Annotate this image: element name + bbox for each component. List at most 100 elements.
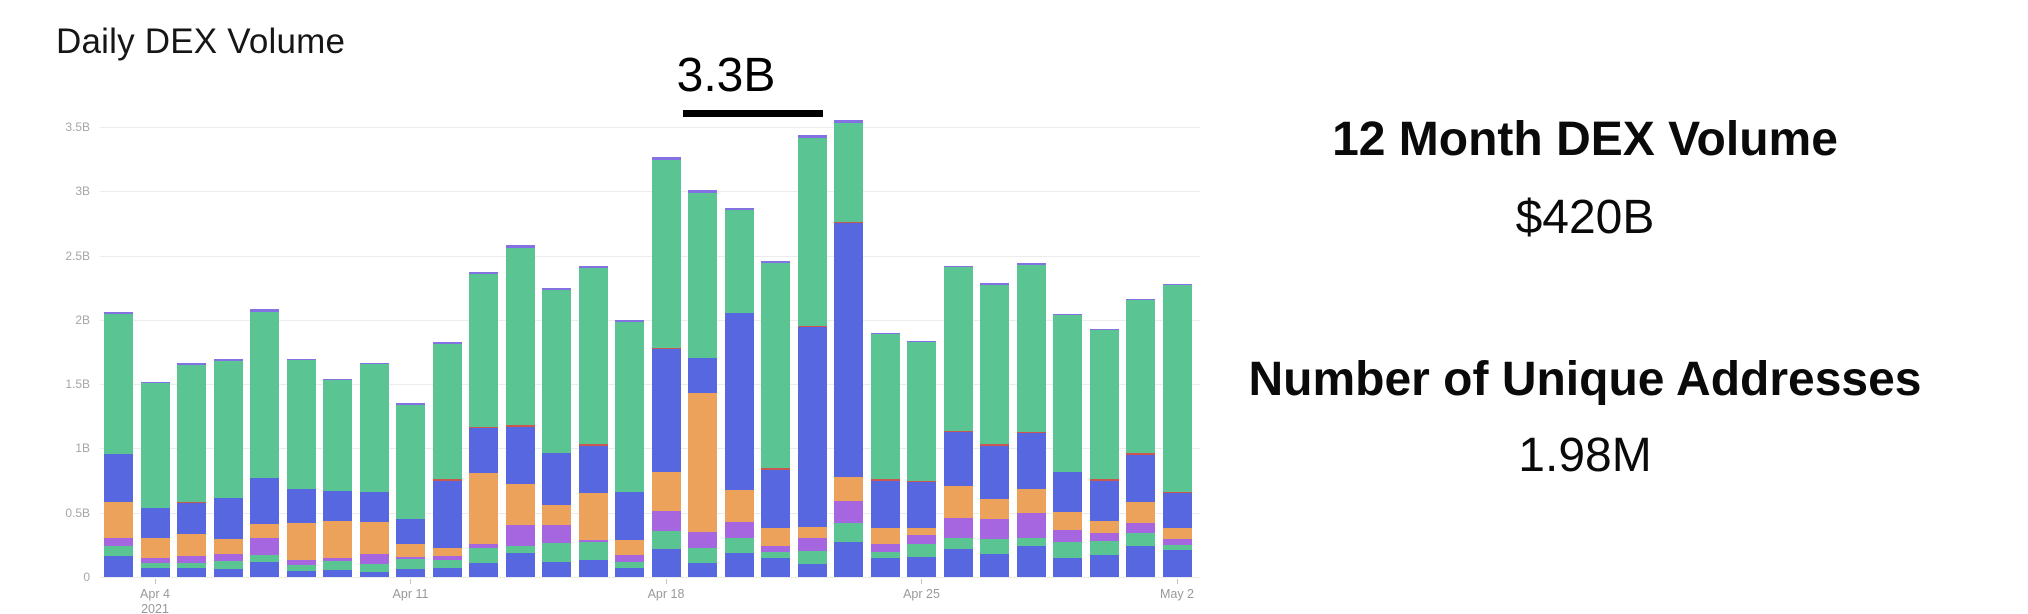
segment-stack-8-purple-cap (505, 244, 535, 248)
segment-stack-2-green (1126, 533, 1155, 546)
segment-stack-5-blue (177, 503, 206, 535)
bar-apr-7[interactable] (250, 309, 279, 577)
bar-apr-12[interactable] (432, 342, 462, 577)
bar-apr-13[interactable] (469, 272, 498, 577)
segment-stack-5-blue (213, 497, 243, 539)
segment-stack-5-blue (980, 445, 1009, 499)
segment-stack-7-green (907, 342, 936, 482)
bar-apr-17[interactable] (615, 319, 644, 577)
segment-stack-8-purple-cap (286, 359, 316, 361)
segment-stack-5-blue (250, 477, 279, 525)
segment-stack-1-blue (615, 568, 644, 577)
segment-stack-7-green (542, 289, 571, 454)
x-tick (921, 579, 922, 584)
segment-stack-4-orange (359, 522, 389, 555)
chart-title: Daily DEX Volume (56, 22, 346, 61)
bar-apr-16[interactable] (578, 265, 608, 577)
segment-stack-8-purple-cap (396, 403, 425, 405)
segment-stack-2-green (797, 551, 827, 565)
bar-apr-29[interactable] (1053, 313, 1082, 577)
segment-stack-8-purple-cap (797, 134, 827, 139)
segment-stack-7-green (213, 361, 243, 498)
bar-apr-26[interactable] (943, 266, 973, 577)
segment-stack-5-blue (396, 518, 425, 545)
bar-apr-15[interactable] (542, 288, 571, 577)
segment-stack-2-green (578, 541, 608, 561)
segment-stack-2-green (907, 544, 936, 557)
segment-stack-3-purple (651, 511, 681, 531)
bar-apr-6[interactable] (213, 359, 243, 577)
bar-may-2[interactable] (1162, 283, 1192, 577)
bar-apr-11[interactable] (396, 403, 425, 577)
bar-apr-10[interactable] (359, 363, 389, 577)
segment-stack-4-orange (943, 485, 973, 518)
bar-apr-18[interactable] (651, 157, 681, 577)
segment-stack-7-green (250, 311, 279, 478)
segment-stack-3-purple (396, 557, 425, 560)
bar-apr-28[interactable] (1016, 263, 1046, 577)
y-axis-label: 1B (75, 441, 90, 456)
segment-stack-1-blue (1053, 557, 1082, 577)
segment-stack-8-purple-cap (140, 381, 170, 383)
bar-apr-23[interactable] (834, 119, 863, 577)
bar-apr-4[interactable] (140, 381, 170, 577)
segment-stack-5-blue (761, 469, 790, 528)
segment-stack-3-purple (140, 557, 170, 563)
segment-stack-2-green (1053, 542, 1082, 558)
segment-stack-7-green (724, 210, 754, 314)
segment-stack-2-green (286, 565, 316, 571)
segment-stack-3-purple (907, 534, 936, 545)
segment-stack-5-blue (943, 432, 973, 486)
bar-apr-22[interactable] (797, 134, 827, 577)
bar-apr-21[interactable] (761, 260, 790, 577)
gridline-1.5B (100, 384, 1200, 386)
x-axis-label: Apr 4 2021 (140, 587, 170, 614)
bar-apr-24[interactable] (870, 332, 900, 577)
bar-may-1[interactable] (1126, 299, 1155, 577)
segment-stack-7-green (1126, 300, 1155, 454)
segment-stack-1-blue (1016, 545, 1046, 577)
segment-stack-8-purple-cap (724, 208, 754, 211)
x-axis-label: Apr 25 (903, 587, 940, 601)
bar-apr-25[interactable] (907, 341, 936, 577)
segment-stack-5-blue (505, 426, 535, 485)
bar-apr-5[interactable] (177, 362, 206, 577)
stat-title-unique-addresses: Number of Unique Addresses (1248, 353, 1922, 406)
segment-stack-2-green (323, 561, 352, 571)
segment-stack-3-purple (323, 557, 352, 562)
segment-stack-5-blue (1089, 481, 1119, 521)
bar-apr-8[interactable] (286, 359, 316, 577)
plot-area: 0 0.5B 1B 1.5B 2B 2.5B 3B 3.5B Apr 4 2021 Apr 11 Ap… (65, 119, 1200, 614)
segment-stack-4-orange (578, 493, 608, 541)
segment-stack-3-purple (359, 554, 389, 565)
segment-stack-8-purple-cap (432, 342, 462, 344)
segment-stack-3-purple (870, 544, 900, 552)
x-axis-label: Apr 18 (647, 587, 685, 601)
y-axis-label: 0 (83, 570, 90, 584)
stats-panel: 12 Month DEX Volume $420B Number of Uniq… (1235, 0, 1935, 614)
bar-apr-14[interactable] (505, 244, 535, 577)
bar-apr-20[interactable] (724, 208, 754, 577)
bar-apr-27[interactable] (980, 283, 1009, 577)
bar-apr-30[interactable] (1089, 328, 1119, 577)
segment-stack-7-green (943, 267, 973, 431)
segment-stack-6-red (943, 430, 973, 433)
segment-stack-8-purple-cap (578, 265, 608, 269)
segment-stack-2-green (761, 551, 790, 559)
segment-stack-1-blue (542, 561, 571, 577)
segment-stack-7-green (615, 322, 644, 493)
segment-stack-1-blue (907, 556, 936, 577)
segment-stack-8-purple-cap (615, 319, 644, 323)
segment-stack-2-green (542, 543, 571, 562)
x-tick (154, 579, 156, 584)
bar-apr-19[interactable] (688, 190, 717, 577)
segment-stack-2-green (943, 537, 973, 549)
segment-stack-1-blue (980, 554, 1009, 577)
segment-stack-7-green (505, 247, 535, 425)
bar-apr-3[interactable] (104, 311, 133, 577)
bar-apr-9[interactable] (323, 379, 352, 577)
x-tick (1176, 579, 1178, 584)
segment-stack-7-green (177, 365, 206, 502)
segment-stack-4-orange (542, 505, 571, 525)
stat-value-unique-addresses: 1.98M (1518, 429, 1652, 482)
